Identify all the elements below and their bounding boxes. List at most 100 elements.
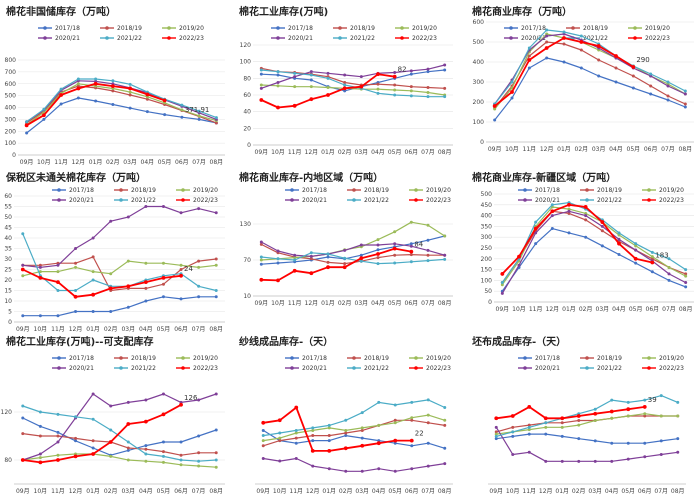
x-tick-label: 06月: [175, 159, 189, 166]
data-point: [74, 436, 78, 440]
data-point: [179, 263, 183, 267]
data-point: [161, 295, 165, 299]
data-point: [38, 270, 42, 274]
y-tick-label: 100: [240, 59, 252, 66]
y-tick-label: 300: [473, 79, 485, 86]
data-point: [311, 464, 315, 468]
legend-item: 2021/22: [100, 35, 142, 42]
data-point: [343, 89, 347, 93]
data-point: [667, 257, 671, 261]
legend-label: 2019/20: [426, 187, 451, 194]
legend-swatch-marker: [167, 36, 171, 40]
legend-swatch-marker: [119, 188, 123, 192]
data-point: [343, 256, 347, 260]
data-point: [393, 469, 397, 473]
series-line: [261, 235, 445, 265]
data-point: [426, 95, 430, 99]
series-line: [496, 405, 645, 420]
data-point: [544, 425, 548, 429]
x-tick-label: 03月: [121, 326, 135, 333]
x-tick-label: 12月: [540, 146, 554, 153]
x-tick-label: 07月: [421, 488, 435, 495]
data-point: [426, 86, 430, 89]
data-label: 290: [636, 56, 649, 64]
data-point: [443, 446, 447, 450]
data-point: [493, 118, 497, 122]
data-point: [494, 432, 498, 436]
legend-label: 2017/18: [535, 187, 560, 194]
x-tick-label: 06月: [646, 306, 660, 313]
data-point: [276, 105, 280, 110]
x-tick-label: 05月: [627, 146, 641, 153]
data-point: [276, 257, 280, 261]
data-point: [376, 238, 380, 242]
x-tick-label: 06月: [405, 488, 419, 495]
data-point: [376, 256, 380, 260]
data-point: [179, 273, 183, 278]
legend-label: 2021/22: [131, 197, 156, 204]
x-tick-label: 09月: [489, 488, 503, 495]
data-point: [610, 459, 614, 463]
data-point: [684, 272, 688, 276]
legend-item: 2017/18: [518, 187, 560, 194]
data-point: [161, 450, 165, 454]
x-tick-label: 04月: [371, 300, 385, 307]
data-point: [259, 277, 264, 282]
data-point: [293, 85, 297, 89]
data-point: [91, 452, 96, 456]
data-point: [278, 431, 282, 435]
data-point: [534, 220, 538, 224]
data-point: [650, 270, 654, 274]
legend-swatch-marker: [181, 356, 185, 360]
legend-item: 2020/21: [285, 197, 327, 204]
chart-panel-7: 棉花工业库存(万吨)--可支配库存 2017/18 2018/19 2019/20 20…: [1, 335, 225, 495]
data-point: [517, 263, 521, 267]
chart-title: 保税区未通关棉花库存（万吨）: [5, 171, 146, 184]
data-point: [617, 233, 621, 237]
data-point: [163, 113, 167, 117]
legend-swatch-marker: [633, 36, 637, 40]
y-tick-label: 0: [488, 299, 492, 306]
data-point: [311, 428, 315, 432]
x-tick-label: 03月: [588, 488, 602, 495]
data-point: [626, 407, 631, 412]
data-point: [676, 414, 680, 418]
y-tick-label: 60: [243, 92, 251, 99]
y-tick-label: 250: [481, 245, 493, 252]
data-point: [510, 80, 514, 84]
data-point: [500, 291, 504, 295]
data-point: [311, 439, 315, 443]
y-tick-label: 100: [481, 277, 493, 284]
x-tick-label: 01月: [557, 146, 571, 153]
data-point: [584, 218, 588, 222]
data-point: [634, 242, 638, 246]
x-tick-label: 03月: [123, 159, 137, 166]
data-point: [409, 72, 413, 76]
y-tick-label: 130: [240, 221, 252, 228]
legend-label: 2017/18: [535, 355, 560, 362]
data-point: [309, 257, 313, 261]
data-point: [376, 91, 380, 95]
y-tick-label: 600: [5, 81, 17, 88]
data-point: [73, 294, 78, 299]
x-tick-label: 02月: [572, 488, 586, 495]
data-point: [643, 455, 647, 459]
data-point: [276, 249, 280, 253]
data-label: 126: [184, 394, 198, 402]
data-point: [344, 469, 348, 473]
data-point: [259, 255, 263, 259]
series-line: [494, 29, 686, 105]
data-point: [410, 467, 414, 471]
y-tick-label: 15: [4, 288, 12, 295]
data-point: [376, 87, 380, 91]
data-point: [294, 457, 298, 460]
data-point: [527, 432, 531, 436]
data-point: [25, 120, 29, 124]
data-point: [409, 249, 414, 254]
data-point: [56, 314, 60, 318]
data-point: [600, 220, 605, 224]
legend-swatch-marker: [585, 188, 589, 192]
data-point: [326, 86, 330, 89]
legend-item: 2017/18: [518, 355, 560, 362]
data-point: [293, 253, 297, 257]
